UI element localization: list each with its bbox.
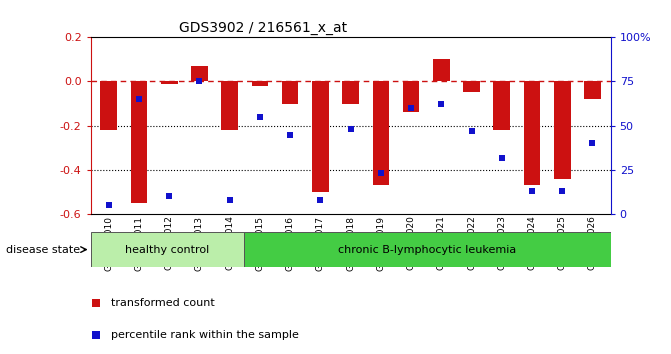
Bar bbox=[221, 81, 238, 130]
Text: chronic B-lymphocytic leukemia: chronic B-lymphocytic leukemia bbox=[338, 245, 516, 255]
Text: GDS3902 / 216561_x_at: GDS3902 / 216561_x_at bbox=[179, 21, 347, 35]
Text: percentile rank within the sample: percentile rank within the sample bbox=[111, 330, 299, 339]
Text: transformed count: transformed count bbox=[111, 298, 215, 308]
Text: disease state: disease state bbox=[6, 245, 80, 255]
Bar bbox=[463, 81, 480, 92]
Bar bbox=[342, 81, 359, 104]
Bar bbox=[372, 81, 389, 185]
Bar bbox=[584, 81, 601, 99]
Bar bbox=[101, 81, 117, 130]
Text: healthy control: healthy control bbox=[125, 245, 209, 255]
Bar bbox=[244, 232, 611, 267]
Bar bbox=[131, 81, 147, 203]
Bar bbox=[191, 66, 208, 81]
Bar bbox=[252, 81, 268, 86]
Bar bbox=[493, 81, 510, 130]
Bar bbox=[403, 81, 419, 113]
Bar bbox=[433, 59, 450, 81]
Bar bbox=[523, 81, 540, 185]
Bar bbox=[312, 81, 329, 192]
Bar bbox=[161, 81, 178, 84]
Bar bbox=[91, 232, 244, 267]
Bar bbox=[282, 81, 299, 104]
Bar bbox=[554, 81, 570, 179]
